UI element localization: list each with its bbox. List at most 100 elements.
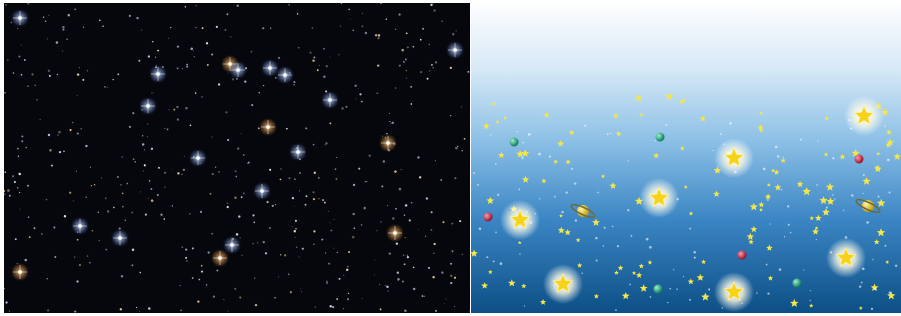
faint-star — [380, 308, 382, 310]
faint-star — [27, 85, 29, 87]
faint-star — [406, 70, 407, 71]
faint-star — [17, 148, 19, 150]
faint-star — [388, 290, 389, 291]
faint-star — [419, 176, 421, 178]
faint-star — [193, 50, 194, 51]
faint-star — [206, 42, 208, 44]
faint-star — [138, 60, 140, 62]
faint-star — [129, 15, 131, 17]
faint-star — [363, 207, 366, 210]
sparkle — [676, 288, 678, 290]
faint-star — [345, 106, 347, 108]
faint-star — [278, 276, 279, 277]
faint-star — [407, 255, 408, 256]
faint-star — [177, 172, 179, 174]
sparkle — [851, 194, 853, 196]
faint-star — [63, 29, 65, 31]
faint-star — [181, 246, 183, 248]
sparkle — [581, 272, 583, 274]
faint-star — [469, 310, 470, 311]
faint-star — [186, 65, 188, 67]
faint-star — [20, 209, 21, 210]
sparkle — [649, 246, 652, 249]
faint-star — [325, 142, 327, 144]
faint-star — [399, 188, 402, 191]
faint-star — [74, 311, 76, 313]
faint-star — [383, 160, 385, 162]
bright-star — [260, 189, 264, 193]
faint-star — [79, 67, 80, 68]
faint-star — [262, 27, 264, 29]
sparkle — [538, 153, 541, 156]
faint-star — [143, 170, 144, 171]
faint-star — [312, 191, 314, 193]
faint-star — [365, 181, 366, 182]
sparkle — [781, 189, 783, 191]
faint-star — [288, 274, 289, 275]
faint-star — [225, 29, 227, 31]
faint-star — [79, 264, 81, 266]
faint-star — [452, 33, 454, 35]
faint-star — [121, 275, 123, 277]
faint-star — [125, 220, 127, 222]
faint-star — [238, 215, 240, 217]
faint-star — [405, 59, 407, 61]
faint-star — [87, 70, 88, 71]
faint-star — [244, 80, 246, 82]
faint-star — [185, 107, 188, 110]
faint-star — [218, 83, 220, 85]
faint-star — [94, 184, 95, 185]
faint-star — [387, 205, 388, 206]
sparkle — [777, 155, 779, 157]
faint-star — [405, 204, 408, 207]
faint-star — [313, 56, 315, 58]
bright-star — [393, 231, 397, 235]
faint-star — [362, 13, 363, 14]
faint-star — [144, 164, 146, 166]
sparkle — [775, 146, 778, 149]
faint-star — [435, 61, 437, 63]
faint-star — [280, 254, 281, 255]
faint-star — [332, 306, 334, 308]
faint-star — [14, 181, 16, 183]
faint-star — [164, 128, 165, 129]
faint-star — [328, 263, 330, 265]
faint-star — [451, 223, 453, 225]
faint-star — [198, 279, 200, 281]
faint-star — [47, 38, 48, 39]
sparkle — [809, 300, 810, 301]
faint-star — [380, 221, 381, 222]
faint-star — [431, 64, 433, 66]
faint-star — [294, 230, 296, 232]
faint-star — [450, 275, 452, 277]
faint-star — [213, 295, 215, 297]
sparkle — [708, 288, 710, 290]
faint-star — [145, 214, 147, 216]
faint-star — [54, 256, 56, 258]
sparkle — [888, 191, 890, 193]
sparkle — [473, 172, 475, 174]
faint-star — [359, 93, 361, 95]
faint-star — [294, 206, 295, 207]
space-photo — [4, 3, 470, 313]
sparkle — [575, 219, 577, 221]
faint-star — [427, 78, 429, 80]
faint-star — [135, 161, 136, 162]
sparkle — [887, 159, 890, 162]
faint-star — [66, 39, 68, 41]
faint-star — [397, 271, 399, 273]
faint-star — [177, 67, 179, 69]
faint-star — [333, 248, 334, 249]
faint-star — [131, 264, 133, 266]
faint-star — [450, 115, 451, 116]
sparkle — [694, 257, 696, 259]
faint-star — [432, 67, 433, 68]
faint-star — [407, 46, 409, 48]
faint-star — [133, 158, 135, 160]
faint-star — [254, 277, 255, 278]
faint-star — [313, 244, 314, 245]
faint-star — [48, 15, 49, 16]
faint-star — [151, 148, 153, 150]
bright-star — [18, 16, 22, 20]
faint-star — [223, 299, 224, 300]
